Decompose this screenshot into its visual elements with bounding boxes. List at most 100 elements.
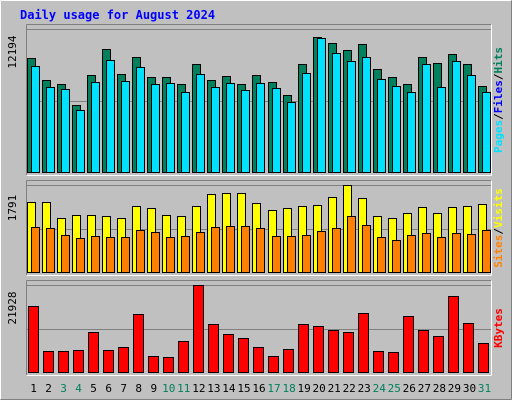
sites-bar — [362, 225, 371, 273]
kbytes-bar — [448, 296, 459, 373]
files-bar — [31, 66, 40, 173]
kbytes-bar — [178, 341, 189, 373]
legend-entry: / — [492, 73, 505, 80]
files-bar — [121, 81, 130, 173]
legend-entry: Sites — [492, 235, 505, 268]
sites-bar — [166, 237, 175, 273]
day-label: 12 — [192, 382, 205, 395]
files-bar — [196, 74, 205, 173]
day-label: 26 — [403, 382, 416, 395]
sites-bar — [317, 231, 326, 273]
files-bar — [151, 84, 160, 173]
kbytes-bar — [313, 326, 324, 373]
sites-bar — [136, 230, 145, 273]
files-bar — [362, 57, 371, 173]
kbytes-legend: KBytes — [492, 308, 505, 348]
files-bar — [46, 87, 55, 173]
kbytes-bar — [418, 330, 429, 373]
kbytes-bar — [163, 357, 174, 373]
kbytes-bar — [223, 334, 234, 373]
day-label: 23 — [358, 382, 371, 395]
files-bar — [302, 73, 311, 173]
kbytes-ymax-label: 21928 — [6, 291, 19, 324]
day-label: 28 — [433, 382, 446, 395]
files-bar — [287, 102, 296, 173]
day-label: 4 — [75, 382, 82, 395]
kbytes-bar — [118, 347, 129, 373]
files-bar — [482, 92, 491, 173]
kbytes-bar — [133, 314, 144, 373]
legend-entry: Files — [492, 80, 505, 113]
chart-panels: 12194Pages/Files/Hits1791Sites/Visits219… — [6, 24, 505, 376]
sites-bar — [422, 233, 431, 273]
kbytes-bar — [58, 351, 69, 373]
files-bar — [467, 75, 476, 173]
kbytes-panel: 21928 KBytes — [6, 280, 505, 376]
sites-bar — [61, 235, 70, 273]
day-label: 10 — [162, 382, 175, 395]
day-label: 14 — [222, 382, 236, 395]
files-bar — [166, 83, 175, 173]
legend-entry: Hits — [492, 47, 505, 74]
day-labels: 1 2 3 4 5 6 7 8 9 10 11 12 13 14 15 16 17 18 19 20 21 22 23 24 2… — [30, 382, 491, 395]
sites-bar — [452, 233, 461, 273]
files-bar — [211, 87, 220, 173]
files-bar — [256, 83, 265, 173]
kbytes-bar — [433, 336, 444, 373]
sites-bar — [482, 230, 491, 273]
sites-bar — [302, 235, 311, 273]
hits-files-pages-legend: Pages/Files/Hits — [492, 47, 505, 153]
sites-bar — [91, 236, 100, 273]
sites-bar — [437, 237, 446, 273]
files-bar — [347, 61, 356, 173]
kbytes-bar — [253, 347, 264, 373]
sites-bar — [467, 234, 476, 273]
day-label: 3 — [60, 382, 67, 395]
sites-bar — [332, 228, 341, 273]
chart-title: Daily usage for August 2024 — [20, 8, 215, 22]
files-bar — [422, 64, 431, 173]
sites-bar — [196, 232, 205, 273]
sites-bar — [151, 232, 160, 273]
sites-bar — [211, 227, 220, 273]
files-bar — [317, 38, 326, 173]
day-label: 16 — [252, 382, 265, 395]
day-label: 5 — [90, 382, 97, 395]
files-bar — [407, 92, 416, 173]
day-label: 27 — [418, 382, 431, 395]
legend-entry: Visits — [492, 188, 505, 228]
day-label: 2 — [45, 382, 52, 395]
sites-bar — [46, 228, 55, 273]
day-label: 15 — [237, 382, 250, 395]
day-label: 13 — [207, 382, 220, 395]
kbytes-bar — [28, 306, 39, 373]
files-bar — [272, 88, 281, 173]
kbytes-bar — [343, 332, 354, 373]
sites-bar — [392, 240, 401, 273]
day-label: 8 — [135, 382, 142, 395]
kbytes-bar — [88, 332, 99, 373]
sites-bar — [407, 235, 416, 273]
kbytes-bar — [208, 324, 219, 373]
kbytes-bar — [238, 338, 249, 373]
legend-entry: / — [492, 228, 505, 235]
files-bar — [91, 82, 100, 173]
day-label: 31 — [478, 382, 491, 395]
files-bar — [392, 86, 401, 173]
files-bar — [377, 79, 386, 173]
kbytes-bar — [478, 343, 489, 373]
files-bar — [226, 83, 235, 173]
kbytes-bar — [148, 356, 159, 373]
day-label: 24 — [373, 382, 387, 395]
day-label: 11 — [177, 382, 190, 395]
sites-bar — [226, 226, 235, 273]
visits-sites-legend: Sites/Visits — [492, 188, 505, 268]
kbytes-bar — [43, 351, 54, 373]
kbytes-bar — [373, 351, 384, 373]
day-label: 19 — [297, 382, 310, 395]
sites-bar — [121, 237, 130, 273]
visits-sites-panel: 1791 Sites/Visits — [6, 180, 505, 276]
kbytes-bar — [388, 352, 399, 373]
